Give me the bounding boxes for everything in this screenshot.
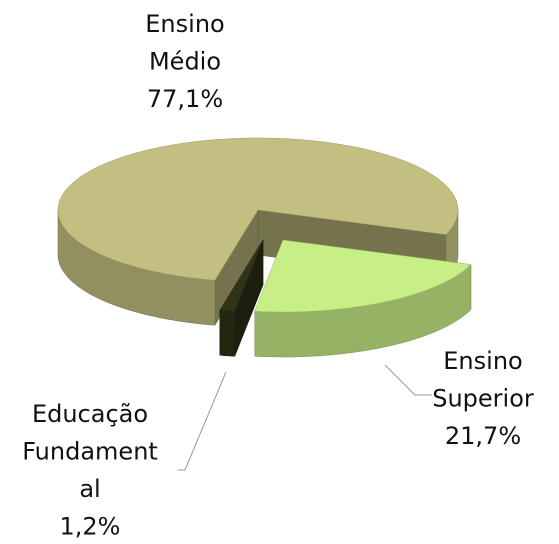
slice	[57, 137, 459, 327]
slice-label: al	[79, 475, 100, 503]
slice-label: Médio	[149, 48, 221, 76]
slice	[219, 239, 264, 357]
leader-line	[178, 371, 227, 471]
value-label: 21,7%	[445, 422, 521, 450]
slice-top	[57, 137, 459, 281]
slice-label: Ensino	[443, 347, 522, 375]
slice-label: Educação	[32, 400, 148, 428]
value-label: 77,1%	[147, 85, 223, 113]
slice-label: Superior	[432, 385, 534, 413]
slice-wall	[219, 310, 236, 357]
value-label: 1,2%	[60, 513, 121, 541]
slice-top	[254, 239, 472, 313]
slice	[254, 239, 472, 358]
slice-label: Fundament	[22, 438, 158, 466]
leader-line	[384, 364, 432, 396]
slice-top	[219, 239, 264, 312]
slice-label: Ensino	[145, 10, 224, 38]
